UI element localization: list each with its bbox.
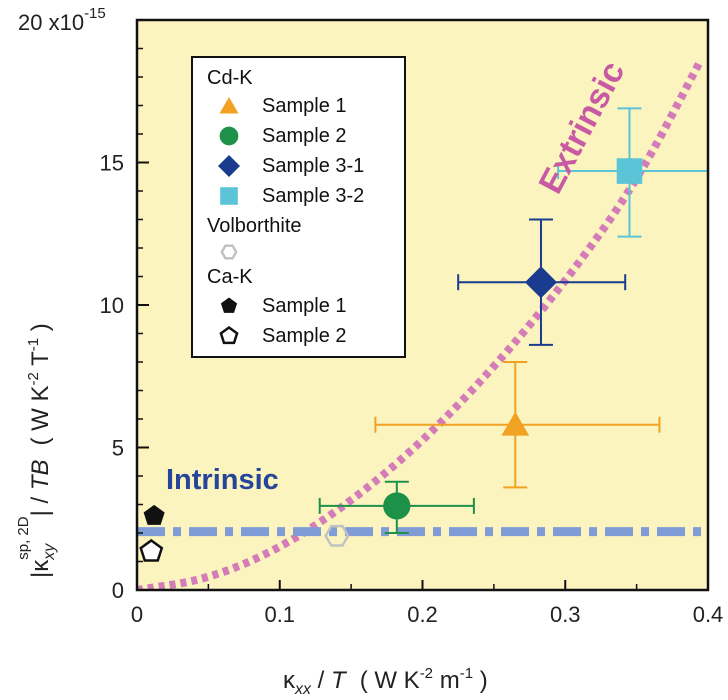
data-point-volborthite-volborthite xyxy=(324,524,350,547)
x-tick-label: 0 xyxy=(131,602,143,627)
legend-marker-triangle xyxy=(219,96,239,114)
legend-group-title-cak: Ca-K xyxy=(207,266,253,288)
legend-group-title-volborthite: Volborthite xyxy=(207,215,302,237)
legend-marker-pentagon-filled xyxy=(220,297,238,313)
legend-marker-circle xyxy=(219,126,239,146)
legend-marker-square xyxy=(220,187,238,205)
data-point-cd-k-sample-1 xyxy=(501,411,530,436)
legend-marker-hexagon-open xyxy=(220,244,238,260)
y-axis-label: |κxysp, 2D| / TB( W K-2 T-1 ) xyxy=(15,323,58,578)
annotation-intrinsic: Intrinsic xyxy=(166,464,279,496)
legend-marker-diamond xyxy=(218,155,240,177)
legend-label-cak-sample1: Sample 1 xyxy=(262,295,347,317)
y-tick-label: 15 xyxy=(100,151,124,176)
legend-label-cdk-sample1: Sample 1 xyxy=(262,95,347,117)
legend-label-cdk-sample3-2: Sample 3-2 xyxy=(262,185,364,207)
legend-marker-square xyxy=(220,187,238,205)
data-point-cd-k-sample-3-1 xyxy=(524,266,557,299)
legend-marker-diamond xyxy=(218,155,240,177)
x-tick-label: 0.1 xyxy=(264,602,295,627)
legend-label-cdk-sample3-1: Sample 3-1 xyxy=(262,155,364,177)
extrinsic-curve xyxy=(137,58,705,590)
legend-marker-triangle xyxy=(219,96,239,114)
x-tick-label: 0.3 xyxy=(550,602,581,627)
data-point-ca-k-sample-2 xyxy=(139,538,164,562)
y-tick-label: 0 xyxy=(112,578,124,603)
data-point-cd-k-sample-2 xyxy=(383,492,411,520)
x-axis-label: κxx / T( W K-2 m-1 ) xyxy=(283,665,488,698)
legend: Cd-K Sample 1 Sample 2 Sample 3-1 Sample… xyxy=(191,56,406,358)
legend-label-cak-sample2: Sample 2 xyxy=(262,325,347,347)
legend-label-cdk-sample2: Sample 2 xyxy=(262,125,347,147)
legend-marker-hexagon xyxy=(220,244,238,260)
legend-group-title-cdk: Cd-K xyxy=(207,67,253,89)
x-tick-label: 0.4 xyxy=(693,602,724,627)
legend-marker-pentagon-open xyxy=(219,325,239,345)
y-tick-label: 5 xyxy=(112,436,124,461)
legend-marker-circle xyxy=(219,126,239,146)
legend-marker-pentagon-open xyxy=(219,325,239,345)
legend-marker-pentagon-filled xyxy=(220,297,238,313)
y-tick-label: 10 xyxy=(100,293,124,318)
x-tick-label: 0.2 xyxy=(407,602,438,627)
data-point-ca-k-sample-1 xyxy=(143,504,165,525)
y-tick-label-top: 20 x10-15 xyxy=(18,5,106,35)
data-point-cd-k-sample-3-2 xyxy=(616,158,643,184)
